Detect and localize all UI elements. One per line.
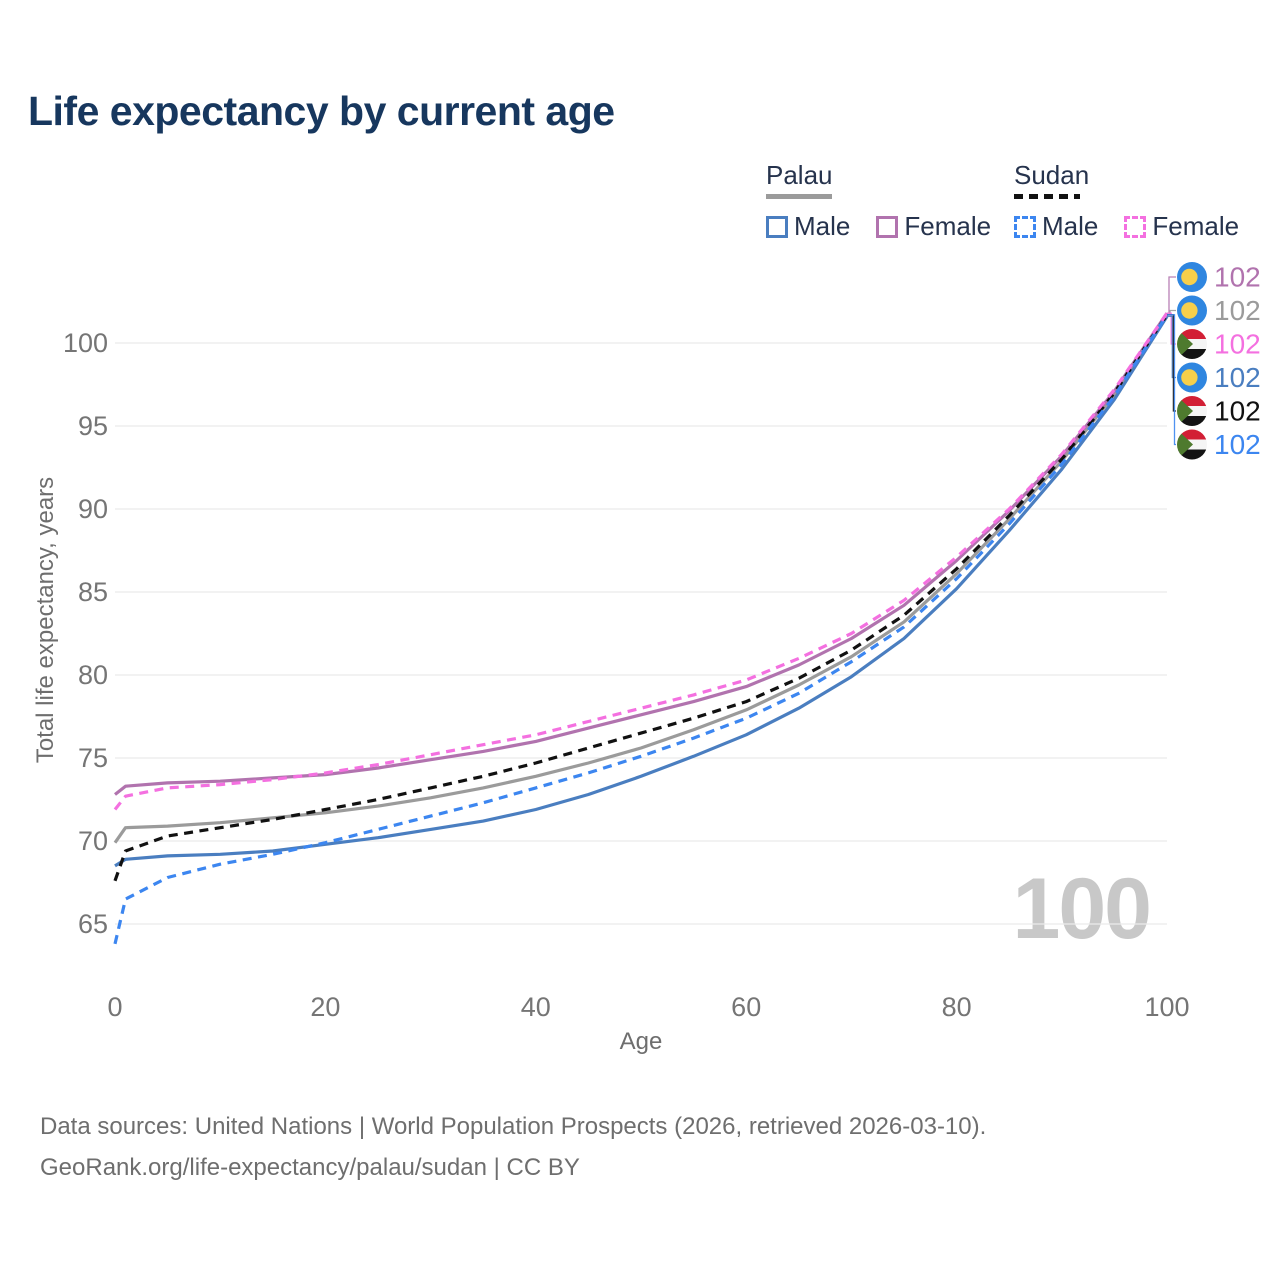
legend-heading-sudan: Sudan	[1014, 160, 1090, 190]
y-tick-label: 65	[78, 909, 108, 939]
y-tick-label: 70	[78, 826, 108, 856]
flag-icon-sudan	[1177, 329, 1207, 359]
page-title: Life expectancy by current age	[28, 88, 615, 134]
legend-item-sudan-male[interactable]: Male	[1014, 211, 1098, 242]
legend-item-palau-female[interactable]: Female	[876, 211, 991, 242]
footer: Data sources: United Nations | World Pop…	[40, 1106, 986, 1188]
sudan-male-swatch-icon	[1014, 215, 1036, 238]
x-tick-label: 40	[521, 992, 551, 1022]
series-line-sudan-female[interactable]	[113, 312, 1169, 811]
leader-line	[1167, 276, 1176, 314]
flag-icon-palau	[1177, 362, 1207, 393]
flag-icon-palau	[1177, 262, 1207, 292]
x-tick-label: 60	[731, 992, 761, 1022]
palau-male-swatch-icon	[766, 215, 788, 238]
legend-item-sudan-female[interactable]: Female	[1124, 211, 1239, 242]
end-label-value: 102	[1214, 396, 1261, 427]
y-tick-label: 85	[78, 577, 108, 607]
y-tick-label: 75	[78, 743, 108, 773]
legend-group-palau: Palau Male Female	[766, 160, 991, 242]
age-counter-watermark: 100	[1012, 861, 1152, 957]
series-line-sudan-both-sexes[interactable]	[113, 313, 1169, 882]
footer-attribution: GeoRank.org/life-expectancy/palau/sudan …	[40, 1154, 580, 1181]
legend-item-label: Male	[794, 211, 851, 241]
flag-icon-palau	[1177, 295, 1207, 326]
legend-line-sample-palau	[766, 194, 832, 199]
y-tick-label: 100	[63, 328, 108, 358]
legend-heading-palau: Palau	[766, 160, 833, 190]
legend-item-palau-male[interactable]: Male	[766, 211, 850, 242]
legend-group-sudan: Sudan Male Female	[1014, 160, 1239, 242]
x-tick-label: 100	[1144, 992, 1189, 1022]
end-label-value: 102	[1214, 329, 1261, 360]
legend-item-label: Female	[904, 211, 992, 241]
end-label-value: 102	[1214, 295, 1261, 326]
legend-item-label: Male	[1042, 211, 1099, 241]
series-line-palau-female[interactable]	[114, 312, 1169, 796]
x-tick-label: 20	[310, 992, 340, 1022]
x-tick-label: 80	[942, 992, 972, 1022]
x-axis-title: Age	[619, 1028, 663, 1055]
y-tick-label: 80	[78, 660, 108, 690]
leader-line	[1167, 314, 1176, 446]
series-line-sudan-male[interactable]	[113, 313, 1169, 945]
legend-line-sample-sudan	[1014, 194, 1080, 199]
palau-female-swatch-icon	[876, 215, 899, 238]
y-tick-label: 90	[78, 494, 108, 524]
legend-item-label: Female	[1152, 211, 1240, 241]
end-label-value: 102	[1214, 362, 1261, 393]
series-line-palau-male[interactable]	[114, 315, 1169, 868]
x-tick-label: 0	[107, 992, 122, 1022]
flag-icon-sudan	[1177, 396, 1207, 426]
end-label-value: 102	[1214, 262, 1261, 293]
y-tick-label: 95	[78, 411, 108, 441]
flag-icon-sudan	[1177, 429, 1207, 460]
series-line-palau-both-sexes[interactable]	[113, 313, 1169, 844]
y-axis-title: Total life expectancy, years	[32, 476, 59, 764]
end-label-value: 102	[1214, 429, 1261, 460]
sudan-female-swatch-icon	[1124, 215, 1147, 238]
footer-data-sources: Data sources: United Nations | World Pop…	[40, 1113, 987, 1140]
